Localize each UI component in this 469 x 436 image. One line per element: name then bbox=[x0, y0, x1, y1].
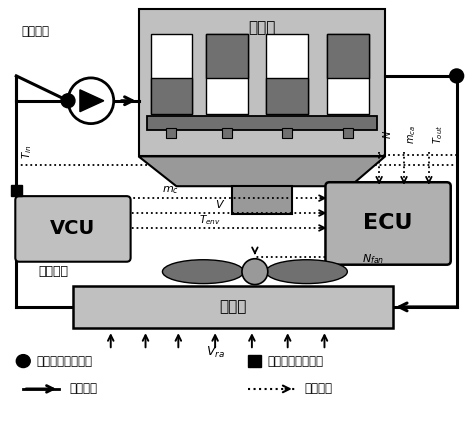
Text: 电子风扇: 电子风扇 bbox=[38, 265, 68, 278]
Bar bbox=[138, 9, 385, 157]
Bar bbox=[248, 355, 261, 367]
Text: 机械水泵: 机械水泵 bbox=[21, 25, 49, 37]
Text: ECU: ECU bbox=[363, 214, 413, 233]
Text: VCU: VCU bbox=[50, 219, 96, 238]
Bar bbox=[11, 185, 22, 196]
Text: $m_{ca}$: $m_{ca}$ bbox=[406, 125, 418, 144]
Bar bbox=[266, 34, 308, 114]
Polygon shape bbox=[80, 90, 104, 112]
Ellipse shape bbox=[16, 354, 30, 368]
Bar bbox=[222, 128, 232, 137]
Bar bbox=[206, 34, 248, 78]
Bar bbox=[327, 34, 369, 114]
Bar bbox=[282, 128, 292, 137]
Circle shape bbox=[61, 94, 75, 108]
Text: 信号回路: 信号回路 bbox=[304, 382, 333, 395]
Text: 冷却液温度传感器: 冷却液温度传感器 bbox=[36, 354, 92, 368]
Text: $V$: $V$ bbox=[215, 198, 225, 210]
Circle shape bbox=[450, 69, 464, 83]
Bar bbox=[343, 128, 353, 137]
FancyBboxPatch shape bbox=[15, 196, 131, 262]
Bar bbox=[151, 78, 192, 114]
Bar bbox=[151, 34, 192, 114]
Text: $N_{fan}$: $N_{fan}$ bbox=[362, 252, 385, 266]
Bar bbox=[146, 116, 377, 129]
Text: $V_{ra}$: $V_{ra}$ bbox=[205, 345, 225, 360]
Text: $N$: $N$ bbox=[381, 130, 393, 139]
Bar bbox=[327, 34, 369, 78]
Text: $T_{out}$: $T_{out}$ bbox=[431, 125, 445, 144]
Text: 散热器: 散热器 bbox=[219, 300, 247, 314]
Bar bbox=[232, 186, 292, 214]
Text: $T_{in}$: $T_{in}$ bbox=[20, 144, 34, 159]
Text: 冷却液流量传感器: 冷却液流量传感器 bbox=[268, 354, 324, 368]
Circle shape bbox=[242, 259, 268, 285]
Ellipse shape bbox=[162, 260, 244, 283]
Text: 发动机: 发动机 bbox=[248, 20, 275, 35]
Bar bbox=[206, 34, 248, 114]
Circle shape bbox=[68, 78, 113, 123]
Bar bbox=[166, 128, 176, 137]
Bar bbox=[73, 286, 393, 328]
Ellipse shape bbox=[266, 260, 348, 283]
Text: $m_c$: $m_c$ bbox=[162, 184, 179, 196]
Bar bbox=[266, 78, 308, 114]
Text: 冷却回路: 冷却回路 bbox=[69, 382, 97, 395]
FancyBboxPatch shape bbox=[325, 182, 451, 265]
Polygon shape bbox=[138, 157, 385, 186]
Text: $T_{env}$: $T_{env}$ bbox=[199, 213, 221, 227]
